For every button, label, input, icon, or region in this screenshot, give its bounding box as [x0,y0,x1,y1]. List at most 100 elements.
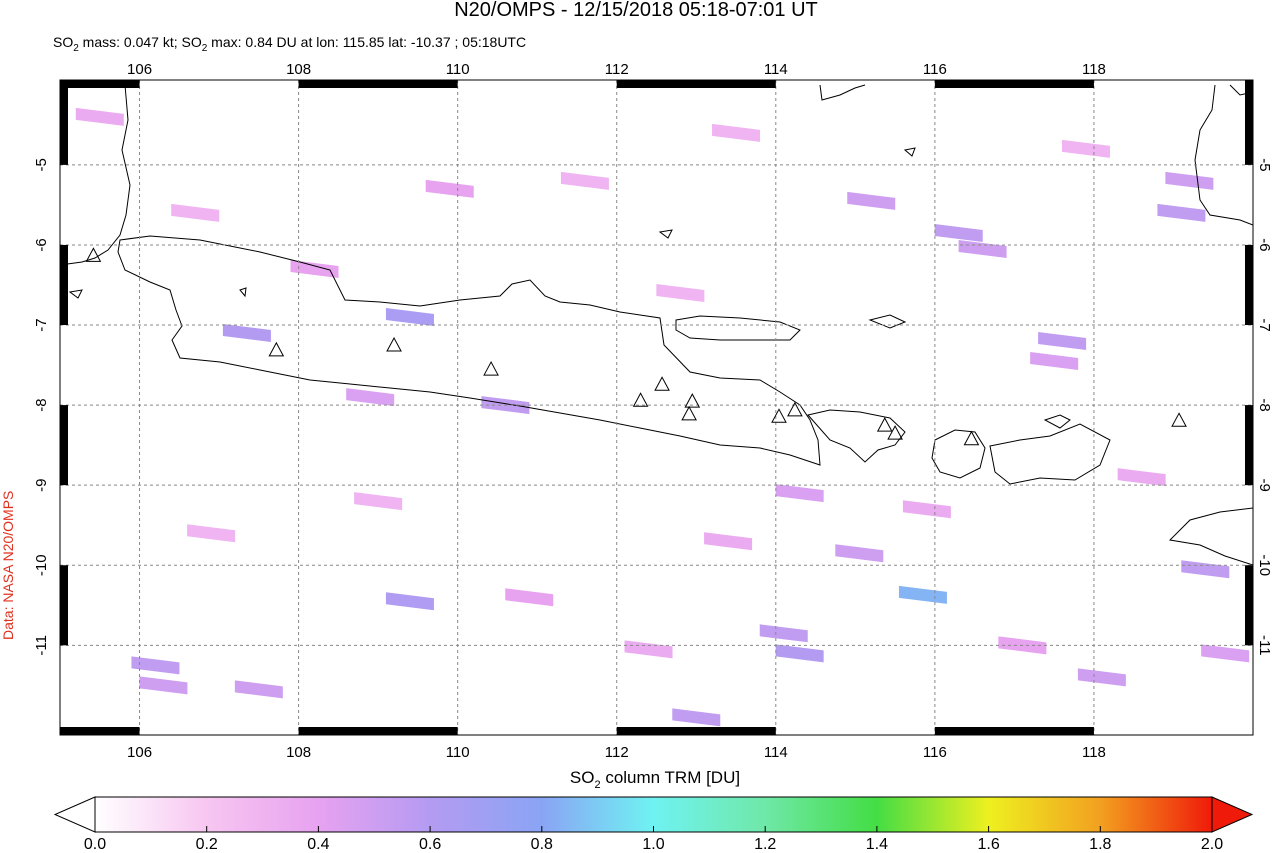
so2-pixel [1030,352,1079,371]
border-bar [934,80,1094,88]
x-tick-label: 110 [446,61,470,78]
so2-pixel [759,624,808,643]
so2-pixel [712,123,761,142]
volcano [787,401,803,417]
border-bar [60,80,140,88]
volcano [681,405,697,421]
colorbar-tick-label: 1.0 [642,836,664,853]
sumbawa [989,423,1111,485]
volcano [483,361,499,376]
y-tick-label: -8 [1256,398,1272,411]
so2-pixel [187,524,236,543]
border-bar [1245,405,1253,486]
frame [59,79,1254,736]
sumba-coast [1168,507,1253,566]
so2-pixel [775,644,824,663]
x-tick-label: 108 [286,61,311,78]
so2-pixel [672,708,721,727]
volcano [632,392,649,407]
islands [68,147,1071,429]
y-tick-label: -10 [1256,554,1272,576]
border-bar [1245,244,1253,326]
so2-pixel [560,171,609,190]
y-tick-label: -5 [1256,158,1272,171]
colorbar-tick-label: 2.0 [1201,836,1223,853]
so2-pixel [385,592,434,611]
border-bar [60,565,68,646]
x-tick-label: 106 [127,744,152,761]
volcano [1171,412,1187,427]
so2-pixel [775,484,824,503]
so2-pixel [835,544,884,563]
volcano [386,336,402,352]
so2-pixel [1061,139,1110,158]
border-bar [60,80,68,165]
x-tick-label: 118 [1082,744,1106,761]
so2-pixels [75,107,1250,727]
java [117,235,821,466]
so2-pixel [385,308,434,327]
so2-pixel [847,191,896,210]
y-tick-label: -9 [33,478,50,491]
y-tick-label: -7 [33,318,50,331]
so2-pixel [505,588,554,607]
border-bar [934,727,1094,735]
lombok [931,429,986,479]
y-tick-label: -11 [1256,635,1272,656]
border-bar [60,244,68,326]
so2-pixel [1117,468,1166,487]
colorbar-over [1211,796,1254,833]
colorbar-tick-label: 1.8 [1089,836,1111,853]
x-tick-label: 114 [764,61,788,78]
so2-pixel [234,680,283,699]
x-tick-label: 112 [605,61,629,78]
so2-pixel [75,107,124,126]
madura [675,315,801,341]
colorbar-tick-label: 1.6 [977,836,999,853]
y-tick-label: -8 [33,398,50,411]
so2-pixel [656,283,705,302]
x-tick-label: 116 [923,744,947,761]
border-bar [60,405,68,486]
colorbar-tick-label: 0.4 [307,836,329,853]
bali [807,409,906,463]
border-bar [1245,565,1253,646]
so2-pixel [1181,560,1230,579]
volcano [876,417,893,432]
x-tick-label: 106 [127,61,152,78]
border-bar [1245,80,1253,165]
volcano [684,393,701,408]
y-tick-label: -7 [1256,318,1272,331]
colorbar-tick-label: 1.4 [866,836,888,853]
so2-pixel [354,492,403,511]
so2-pixel [290,259,339,278]
so2-pixel [898,585,947,604]
x-tick-label: 116 [923,61,947,78]
title: N20/OMPS - 12/15/2018 05:18-07:01 UT [454,0,818,21]
colorbar-tick-label: 0.0 [84,836,106,853]
sumatra [60,84,131,266]
colorbar-tick-label: 0.6 [419,836,441,853]
border-bar [616,80,776,88]
y-tick-label: -6 [33,238,50,251]
so2-pixel [139,676,188,695]
so2-pixel [624,640,673,659]
y-tick-label: -10 [33,554,50,576]
so2-pixel [934,223,983,242]
so2-pixel [704,532,753,551]
border-bar [298,727,458,735]
border-bar [60,727,140,735]
so2-pixel [1165,171,1214,190]
so2-pixel [1038,332,1087,351]
colorbar: 0.0 0.2 0.4 0.6 0.8 1.0 1.2 1.4 1.6 1.8 2.0 [53,796,1254,853]
grid-and-marks: 106 106 108 108 110 110 112 112 114 114 116 116 118 1… [33,61,1272,761]
colorbar-tick-label: 0.8 [531,836,553,853]
so2-pixel [131,656,180,675]
volcano [268,341,285,357]
x-tick-label: 118 [1082,61,1106,78]
y-tick-label: -5 [33,158,50,171]
colorbar-label: SO2 column TRM [DU] [570,768,740,791]
volcano [963,430,980,446]
y-tick-label: -9 [1256,478,1272,491]
